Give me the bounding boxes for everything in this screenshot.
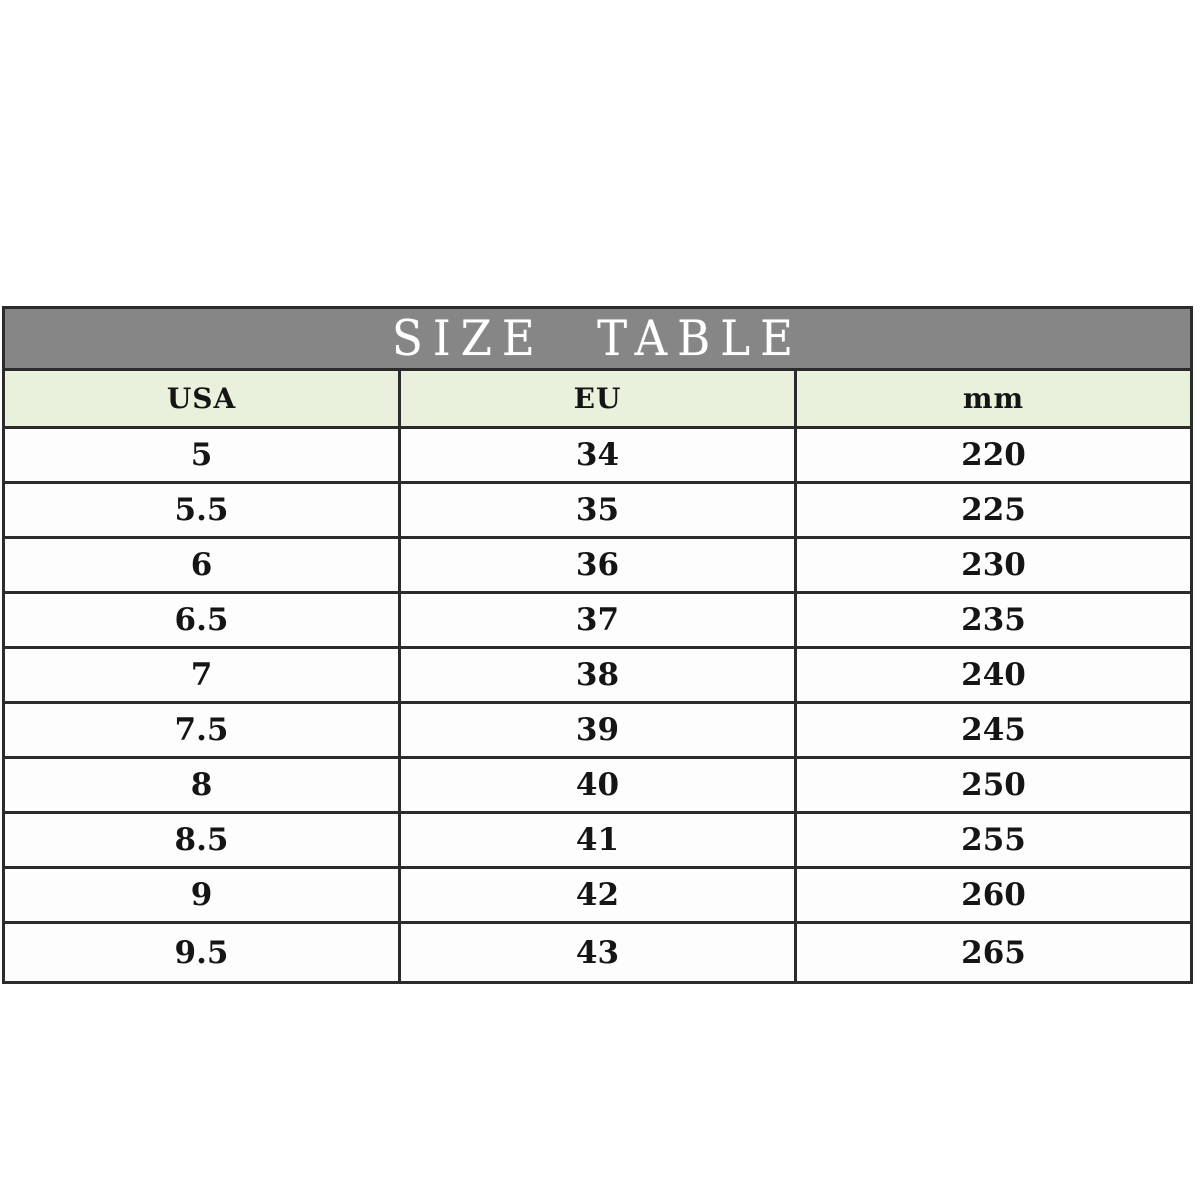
table-row: 7 38 240	[2, 646, 1193, 704]
table-cell: 8.5	[2, 811, 401, 869]
table-cell: 35	[398, 481, 797, 539]
table-cell: 9	[2, 866, 401, 924]
column-header-eu: EU	[398, 368, 797, 429]
table-cell: 36	[398, 536, 797, 594]
table-row: 6.5 37 235	[2, 591, 1193, 649]
table-cell: 7	[2, 646, 401, 704]
table-row: 6 36 230	[2, 536, 1193, 594]
table-cell: 6	[2, 536, 401, 594]
table-cell: 5.5	[2, 481, 401, 539]
table-title-bar: SIZE TABLE	[2, 306, 1193, 368]
table-cell: 6.5	[2, 591, 401, 649]
table-cell: 9.5	[2, 921, 401, 984]
table-row: 5 34 220	[2, 426, 1193, 484]
table-cell: 250	[794, 756, 1193, 814]
table-row: 5.5 35 225	[2, 481, 1193, 539]
table-cell: 255	[794, 811, 1193, 869]
table-cell: 230	[794, 536, 1193, 594]
column-header-usa: USA	[2, 368, 401, 429]
table-cell: 265	[794, 921, 1193, 984]
table-cell: 245	[794, 701, 1193, 759]
table-title: SIZE TABLE	[392, 309, 803, 368]
table-cell: 40	[398, 756, 797, 814]
table-cell: 39	[398, 701, 797, 759]
table-cell: 38	[398, 646, 797, 704]
size-chart: SIZE TABLE USA EU mm 5 34 220 5.5 35 225…	[2, 306, 1193, 984]
table-row: 8 40 250	[2, 756, 1193, 814]
table-cell: 8	[2, 756, 401, 814]
table-cell: 42	[398, 866, 797, 924]
table-cell: 240	[794, 646, 1193, 704]
table-row: 9.5 43 265	[2, 921, 1193, 984]
table-cell: 43	[398, 921, 797, 984]
table-cell: 37	[398, 591, 797, 649]
table-cell: 41	[398, 811, 797, 869]
column-header-mm: mm	[794, 368, 1193, 429]
table-cell: 225	[794, 481, 1193, 539]
table-row: 8.5 41 255	[2, 811, 1193, 869]
table-cell: 260	[794, 866, 1193, 924]
table-cell: 34	[398, 426, 797, 484]
table-cell: 220	[794, 426, 1193, 484]
header-row: USA EU mm	[2, 368, 1193, 429]
table-cell: 235	[794, 591, 1193, 649]
size-table: USA EU mm 5 34 220 5.5 35 225 6 36 230	[2, 368, 1193, 984]
table-cell: 7.5	[2, 701, 401, 759]
table-row: 7.5 39 245	[2, 701, 1193, 759]
table-row: 9 42 260	[2, 866, 1193, 924]
table-cell: 5	[2, 426, 401, 484]
